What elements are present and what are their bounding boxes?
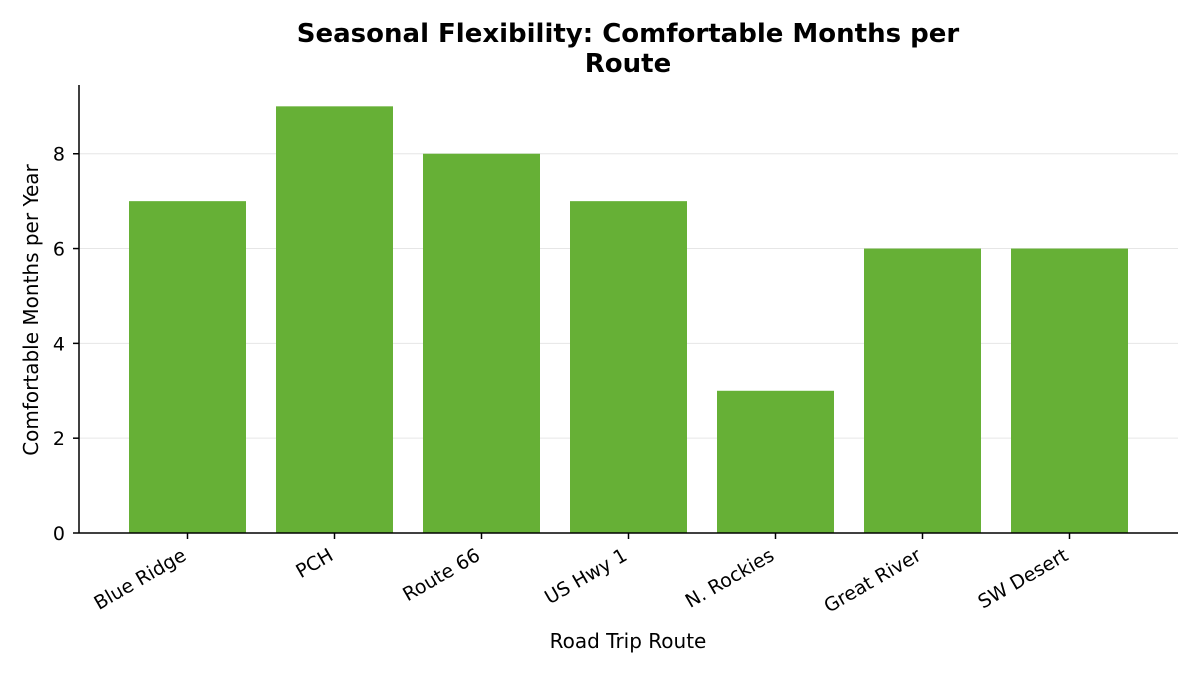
chart-title-line-2: Route bbox=[585, 49, 671, 79]
y-tick-label: 4 bbox=[53, 333, 65, 355]
x-tick-label: Route 66 bbox=[399, 544, 484, 606]
x-tick-label: Blue Ridge bbox=[90, 544, 190, 614]
y-axis-label: Comfortable Months per Year bbox=[19, 163, 43, 455]
y-ticks: 0 2 4 6 8 bbox=[53, 144, 79, 545]
y-tick-label: 0 bbox=[53, 523, 65, 545]
x-tick-label: SW Desert bbox=[974, 544, 1072, 613]
bar-great-river bbox=[864, 248, 981, 534]
x-tick-label: US Hwy 1 bbox=[541, 544, 631, 609]
bar-sw-desert bbox=[1011, 248, 1128, 534]
x-ticks: Blue Ridge PCH Route 66 US Hwy 1 N. Rockies G… bbox=[90, 533, 1072, 617]
bar-n-rockies bbox=[717, 390, 834, 533]
y-tick-label: 6 bbox=[53, 239, 65, 261]
bar-blue-ridge bbox=[129, 201, 246, 534]
chart-title-line-1: Seasonal Flexibility: Comfortable Months… bbox=[297, 19, 960, 49]
bar-pch bbox=[276, 106, 393, 533]
x-tick-label: PCH bbox=[292, 544, 337, 583]
y-tick-label: 2 bbox=[53, 428, 65, 450]
y-tick-label: 8 bbox=[53, 144, 65, 166]
x-tick-label: N. Rockies bbox=[682, 544, 778, 612]
x-axis-label: Road Trip Route bbox=[550, 629, 707, 653]
bars bbox=[129, 106, 1128, 534]
bar-us-hwy-1 bbox=[570, 201, 687, 534]
bar-route-66 bbox=[423, 153, 540, 534]
x-tick-label: Great River bbox=[820, 544, 925, 617]
